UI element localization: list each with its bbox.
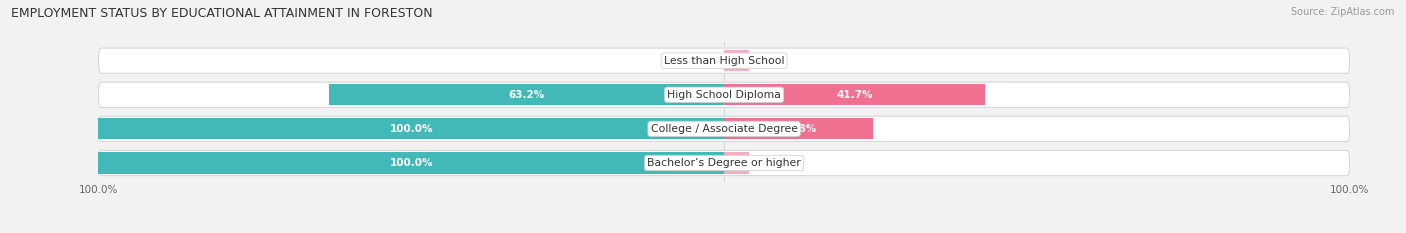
- Text: 41.7%: 41.7%: [837, 90, 873, 100]
- Text: High School Diploma: High School Diploma: [668, 90, 780, 100]
- FancyBboxPatch shape: [98, 116, 1350, 141]
- FancyBboxPatch shape: [98, 82, 1350, 107]
- Text: Bachelor’s Degree or higher: Bachelor’s Degree or higher: [647, 158, 801, 168]
- Text: EMPLOYMENT STATUS BY EDUCATIONAL ATTAINMENT IN FORESTON: EMPLOYMENT STATUS BY EDUCATIONAL ATTAINM…: [11, 7, 433, 20]
- Bar: [724, 84, 986, 105]
- Text: 0.0%: 0.0%: [762, 158, 787, 168]
- Text: 23.8%: 23.8%: [780, 124, 817, 134]
- Bar: [724, 118, 873, 140]
- Bar: [98, 118, 724, 140]
- Text: 0.0%: 0.0%: [762, 56, 787, 66]
- Text: College / Associate Degree: College / Associate Degree: [651, 124, 797, 134]
- Bar: [98, 152, 724, 174]
- Legend: In Labor Force, Unemployed: In Labor Force, Unemployed: [624, 230, 824, 233]
- Text: Less than High School: Less than High School: [664, 56, 785, 66]
- Bar: [329, 84, 724, 105]
- FancyBboxPatch shape: [98, 150, 1350, 176]
- Text: 0.0%: 0.0%: [661, 56, 686, 66]
- Bar: [724, 152, 749, 174]
- Bar: [724, 50, 749, 71]
- Text: Source: ZipAtlas.com: Source: ZipAtlas.com: [1291, 7, 1395, 17]
- Text: 100.0%: 100.0%: [389, 158, 433, 168]
- Text: 63.2%: 63.2%: [508, 90, 544, 100]
- Text: 100.0%: 100.0%: [389, 124, 433, 134]
- FancyBboxPatch shape: [98, 48, 1350, 73]
